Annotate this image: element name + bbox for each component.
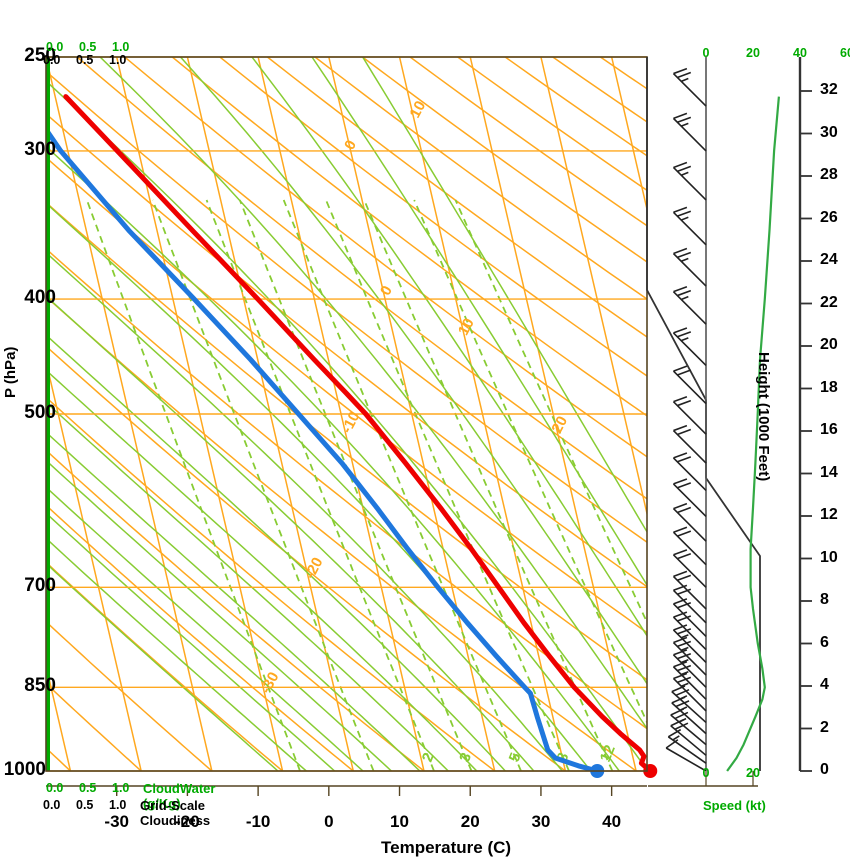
wind-barb (672, 570, 707, 610)
height-tick-2: 2 (820, 718, 829, 736)
wind-barb (672, 161, 707, 201)
cloudiness-legend-label: Grid-Scale Cloudiness (140, 798, 211, 828)
wind-barb (672, 584, 707, 624)
temperature-tick--10: -10 (245, 812, 271, 831)
gsc-tick-1-top: 0.5 (76, 53, 94, 67)
cw-tick-0: 0.0 (46, 781, 64, 795)
svg-text:10: 10 (455, 315, 478, 338)
wind-barb (665, 739, 707, 771)
temperature-tick--30: -30 (104, 812, 129, 831)
wind-barb (672, 112, 707, 152)
height-tick-8: 8 (820, 591, 829, 608)
gsc-tick-2-top: 1.0 (109, 53, 127, 67)
pressure-tick-700: 700 (24, 575, 56, 597)
pressure-axis-label: P (hPa) (2, 346, 19, 398)
gsc-tick-0-top: 0.0 (43, 53, 61, 67)
height-tick-14: 14 (820, 463, 838, 481)
height-tick-22: 22 (820, 293, 838, 311)
temperature-profile (63, 94, 647, 771)
wind-barb (672, 285, 707, 325)
height-tick-6: 6 (820, 633, 829, 651)
speed-tick-bottom-0: 0 (702, 766, 710, 780)
wind-barb (667, 728, 707, 764)
wind-barb (672, 452, 707, 492)
height-tick-10: 10 (820, 548, 838, 566)
cw-tick-2: 1.0 (112, 781, 130, 795)
height-tick-30: 30 (820, 123, 838, 141)
height-tick-12: 12 (820, 506, 838, 523)
wind-barb (671, 696, 707, 735)
grid-lines: 100-10-20-30010203023581220 (46, 57, 667, 771)
height-tick-16: 16 (820, 421, 838, 438)
height-tick-24: 24 (820, 251, 838, 268)
speed-tick-bottom-20: 20 (746, 766, 760, 780)
wind-barb (672, 636, 707, 676)
height-tick-18: 18 (820, 378, 838, 396)
speed-tick-top-60: 60 (840, 46, 850, 60)
wind-barb (672, 649, 707, 688)
height-tick-20: 20 (820, 336, 838, 353)
wind-barb (672, 598, 707, 637)
height-tick-0: 0 (820, 761, 829, 778)
cw-tick-1: 0.5 (79, 781, 97, 795)
svg-text:20: 20 (548, 413, 571, 436)
temperature-tick-0: 0 (324, 812, 334, 831)
gsc-tick-0: 0.0 (43, 798, 61, 812)
temperature-axis-label: Temperature (C) (381, 838, 512, 857)
wind-barb (672, 624, 707, 664)
cw-tick-0-top: 0.0 (46, 40, 64, 54)
pressure-tick-850: 850 (24, 675, 56, 697)
height-tick-32: 32 (820, 81, 838, 98)
height-axis (798, 57, 812, 772)
wind-barb (672, 247, 707, 287)
cloudwater-legend-label: CloudWater (g/Kg) (143, 781, 216, 811)
wind-barb (672, 672, 707, 712)
height-tick-28: 28 (820, 166, 838, 183)
temperature-tick-20: 20 (460, 812, 480, 831)
gsc-tick-1: 0.5 (76, 798, 94, 812)
wind-barb (672, 395, 707, 435)
pressure-tick-250: 250 (24, 45, 56, 66)
height-tick-4: 4 (820, 676, 829, 693)
pressure-tick-500: 500 (24, 402, 56, 423)
wind-barb (672, 67, 707, 107)
wind-barb-panel (665, 57, 707, 771)
temperature-tick--20: -20 (175, 812, 200, 831)
pressure-tick-1000: 1000 (3, 759, 46, 780)
speed-axis-label: Speed (kt) (703, 798, 766, 813)
gsc-tick-2: 1.0 (109, 798, 127, 812)
wind-barb (672, 478, 707, 517)
wind-barb (672, 661, 707, 700)
svg-text:30: 30 (644, 520, 667, 543)
plot-frame (45, 56, 648, 772)
wind-barb (672, 206, 707, 246)
height-tick-26: 26 (820, 208, 838, 226)
height-axis-label: Height (1000 Feet) (755, 352, 772, 482)
speed-tick-top-40: 40 (793, 46, 807, 60)
cw-tick-2-top: 1.0 (112, 40, 130, 54)
svg-text:10: 10 (406, 98, 429, 121)
temperature-tick-40: 40 (602, 812, 622, 831)
wind-barb (672, 424, 707, 464)
temperature-tick-10: 10 (390, 812, 409, 831)
wind-barb (672, 365, 707, 405)
wind-barb (672, 502, 707, 542)
dewpoint-profile (46, 125, 600, 771)
cw-tick-1-top: 0.5 (79, 40, 97, 54)
axis-rules (46, 771, 758, 796)
windspeed-profile (726, 96, 780, 772)
wind-barb (672, 611, 707, 651)
wind-barb (672, 327, 707, 366)
pressure-tick-400: 400 (24, 287, 56, 309)
wind-barb (672, 526, 707, 566)
speed-tick-top-20: 20 (746, 46, 760, 60)
temperature-tick-30: 30 (531, 812, 551, 831)
wind-barb (672, 549, 707, 588)
speed-tick-top-0: 0 (702, 46, 710, 60)
pressure-tick-300: 300 (24, 138, 56, 160)
svg-text:12: 12 (597, 743, 619, 765)
